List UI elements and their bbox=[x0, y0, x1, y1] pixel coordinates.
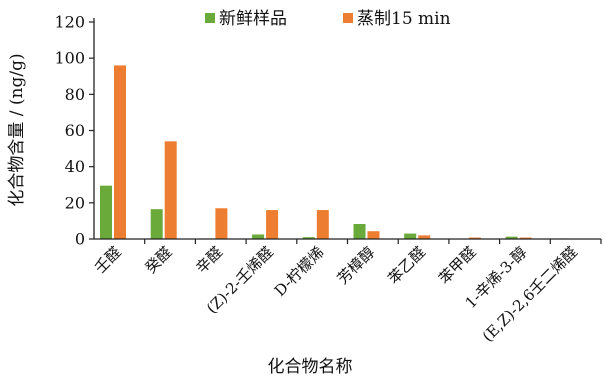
bar-steamed-7 bbox=[468, 237, 481, 239]
x-axis-title: 化合物名称 bbox=[268, 357, 353, 377]
category-label-7: 苯甲醛 bbox=[435, 243, 480, 288]
category-label-5: 芳樟醇 bbox=[334, 243, 379, 288]
bar-fresh-0 bbox=[100, 185, 112, 239]
legend-swatch-fresh bbox=[205, 13, 215, 23]
category-label-0: 壬醛 bbox=[91, 243, 125, 277]
bar-steamed-0 bbox=[114, 65, 126, 240]
category-label-6: 苯乙醛 bbox=[384, 243, 429, 288]
y-tick-label: 80 bbox=[65, 85, 85, 104]
x-axis-ticks bbox=[144, 239, 602, 244]
y-axis-ticks: 0 20 40 60 80 100 120 bbox=[54, 13, 94, 249]
category-label-1: 癸醛 bbox=[142, 243, 176, 277]
bar-steamed-6 bbox=[418, 235, 431, 239]
legend-swatch-steamed bbox=[343, 13, 353, 23]
bar-fresh-5 bbox=[353, 223, 366, 239]
y-tick-label: 100 bbox=[54, 49, 85, 68]
bars bbox=[100, 65, 583, 240]
y-axis-title: 化合物含量 / (ng/g) bbox=[7, 53, 27, 206]
legend: 新鲜样品 蒸制15 min bbox=[205, 9, 451, 29]
bar-steamed-2 bbox=[215, 208, 228, 239]
axes bbox=[93, 18, 601, 240]
bar-fresh-3 bbox=[252, 234, 265, 239]
category-label-2: 辛醛 bbox=[192, 243, 226, 277]
category-label-9: (E,Z)-2,6壬二烯醛 bbox=[479, 243, 581, 345]
bar-steamed-1 bbox=[164, 141, 177, 239]
bar-steamed-4 bbox=[316, 210, 329, 239]
category-label-4: D-柠檬烯 bbox=[271, 243, 328, 300]
legend-label-fresh: 新鲜样品 bbox=[219, 9, 287, 29]
bar-steamed-3 bbox=[266, 210, 279, 239]
bar-fresh-4 bbox=[302, 237, 315, 239]
y-tick-label: 120 bbox=[54, 13, 85, 32]
bar-fresh-6 bbox=[404, 233, 417, 239]
y-tick-label: 60 bbox=[65, 121, 85, 140]
y-tick-label: 20 bbox=[65, 193, 85, 212]
y-tick-label: 0 bbox=[75, 230, 85, 249]
bar-steamed-5 bbox=[367, 231, 380, 239]
bar-fresh-8 bbox=[505, 236, 518, 239]
bar-steamed-8 bbox=[519, 237, 532, 239]
legend-label-steamed: 蒸制15 min bbox=[357, 9, 451, 29]
bar-fresh-1 bbox=[150, 209, 163, 239]
y-tick-label: 40 bbox=[65, 157, 85, 176]
